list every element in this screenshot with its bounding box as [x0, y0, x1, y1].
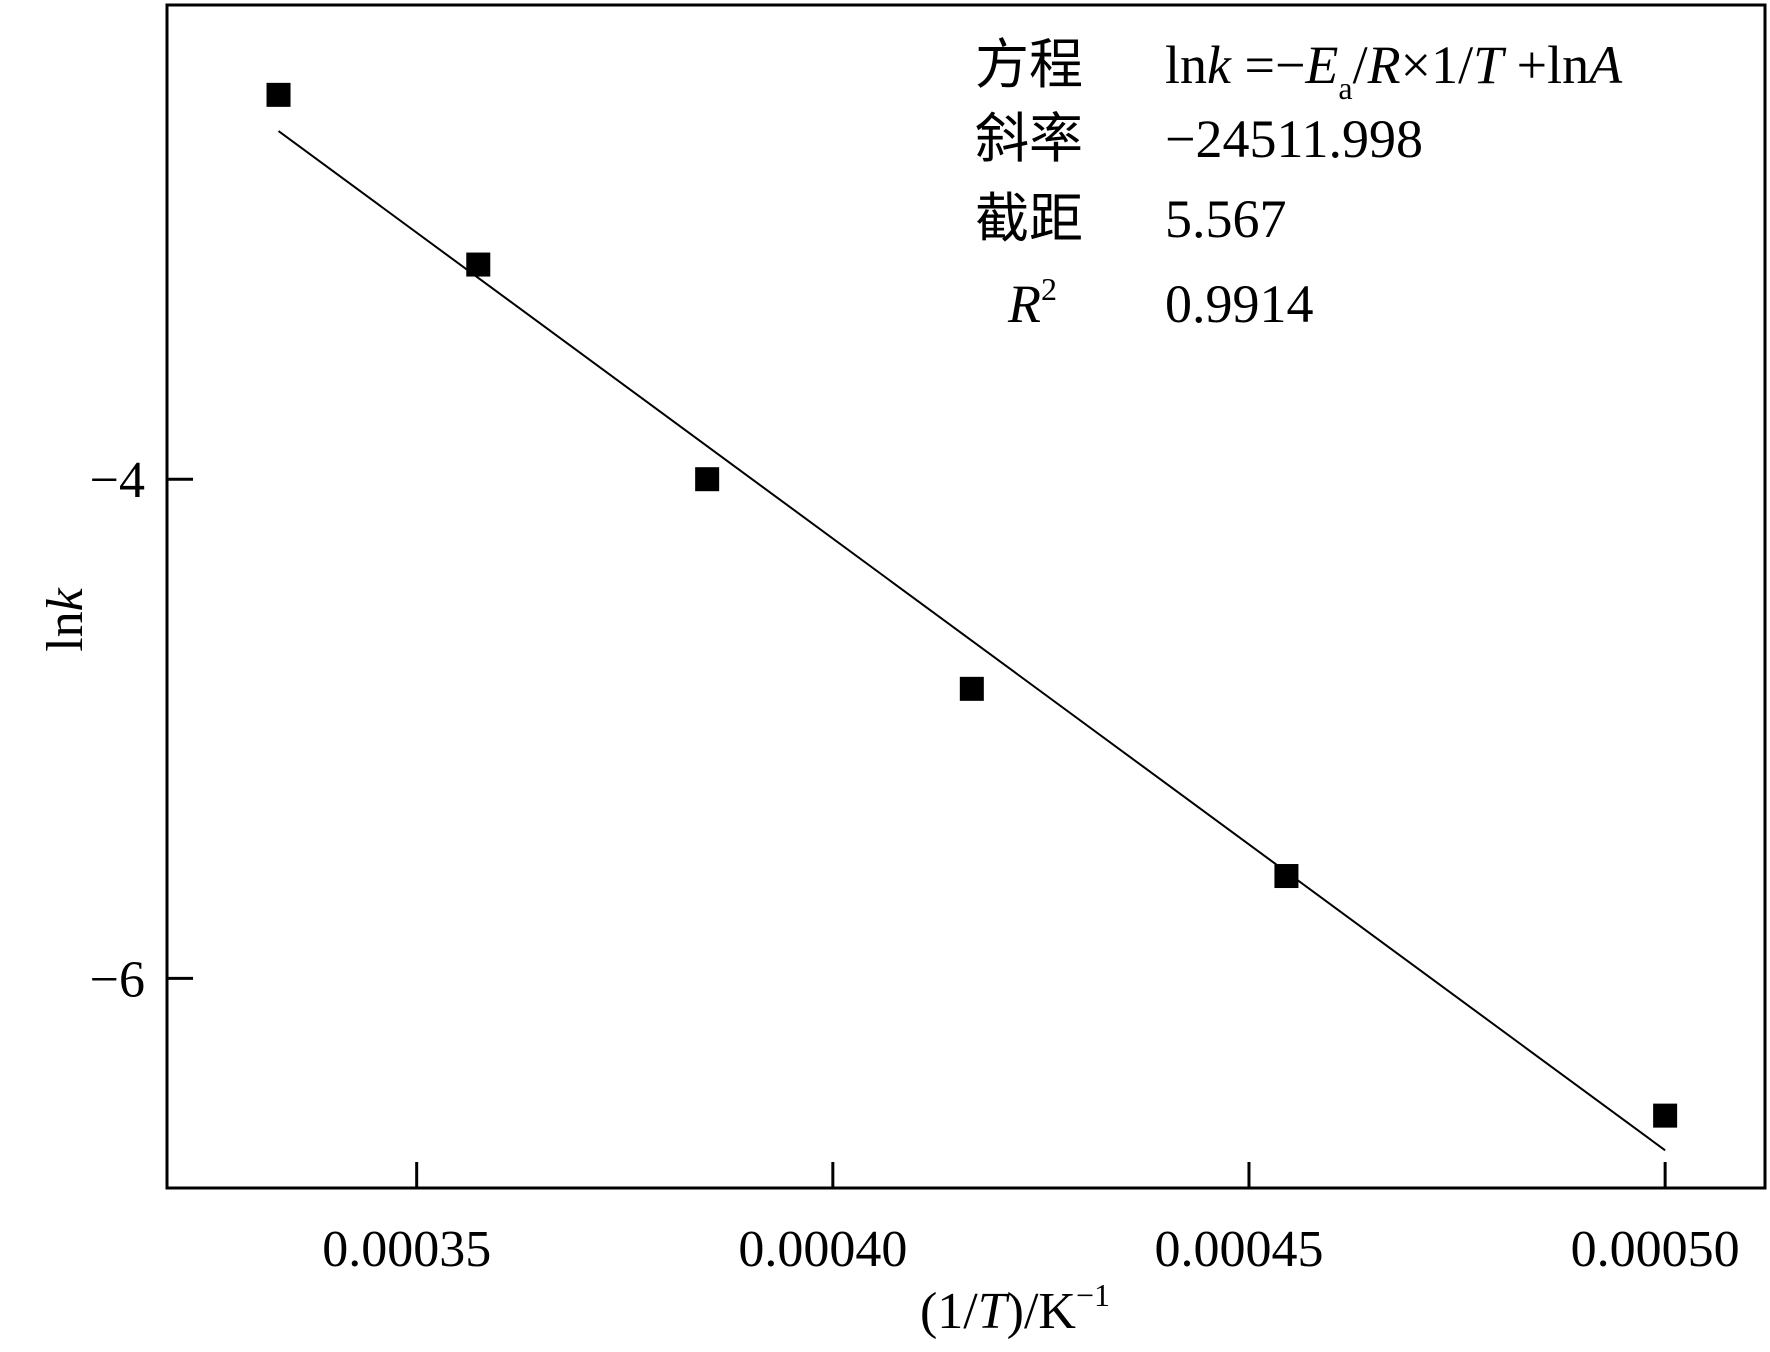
x-tick-label-0: 0.00035 [322, 1221, 491, 1278]
stats-row-intercept-label: 截距 [975, 189, 1083, 249]
stats-row-r2-label: R2 [1007, 271, 1057, 334]
x-tick-label-2: 0.00045 [1154, 1221, 1323, 1278]
data-point-3 [959, 676, 984, 701]
y-tick-label-1: −6 [90, 951, 145, 1008]
y-axis-ticks: −4 −6 [90, 452, 193, 1008]
fit-line-layer [277, 130, 1666, 1152]
x-tick-label-1: 0.00040 [738, 1221, 907, 1278]
data-point-0 [266, 82, 291, 107]
data-points [266, 82, 1678, 1128]
stats-row-intercept-value: 5.567 [1165, 189, 1287, 249]
data-point-1 [466, 252, 491, 277]
y-tick-label-0: −4 [90, 452, 145, 509]
data-point-2 [695, 467, 720, 492]
stats-row-r2-value: 0.9914 [1165, 274, 1314, 334]
stats-table: 方程 lnk =−Ea/R×1/T +lnA 斜率 −24511.998 截距 … [975, 35, 1623, 334]
x-tick-label-3: 0.00050 [1571, 1221, 1740, 1278]
x-axis-ticks: 0.00035 0.00040 0.00045 0.00050 [322, 1162, 1740, 1278]
stats-row-slope-value: −24511.998 [1165, 109, 1423, 169]
data-point-5 [1653, 1103, 1678, 1128]
fit-line [277, 130, 1666, 1152]
stats-row-slope-label: 斜率 [975, 109, 1083, 169]
data-point-4 [1274, 864, 1299, 889]
x-axis-label: (1/T)/K−1 [920, 1277, 1110, 1340]
stats-row-equation-value: lnk =−Ea/R×1/T +lnA [1165, 35, 1623, 106]
stats-row-equation-label: 方程 [975, 35, 1083, 95]
plot-frame [165, 3, 1767, 1190]
y-axis-label: lnk [37, 587, 94, 651]
